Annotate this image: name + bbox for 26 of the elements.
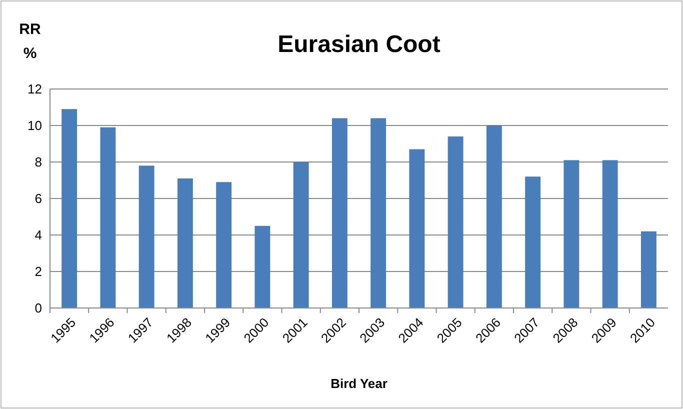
chart-title: Eurasian Coot <box>278 31 440 58</box>
y-tick-label: 6 <box>34 191 42 206</box>
bar <box>602 160 618 308</box>
bar <box>177 178 193 308</box>
y-tick-label: 12 <box>28 82 42 97</box>
y-tick-label: 2 <box>34 264 42 280</box>
bar <box>216 182 232 308</box>
y-axis-title: RR % <box>19 21 41 62</box>
bar <box>254 226 270 308</box>
bar <box>564 160 580 308</box>
y-tick-label: 0 <box>34 300 42 316</box>
bar <box>138 166 154 308</box>
y-tick-label: 4 <box>34 228 42 243</box>
bar <box>409 149 425 308</box>
bar <box>486 126 502 308</box>
bar <box>293 162 309 308</box>
y-tick-label: 10 <box>28 118 42 134</box>
bar <box>525 176 541 308</box>
y-tick-label: 8 <box>34 154 42 170</box>
bar <box>332 118 348 308</box>
bar <box>100 127 116 308</box>
bar <box>448 136 464 308</box>
x-axis-title: Bird Year <box>330 376 388 391</box>
bar <box>370 118 386 308</box>
bar <box>640 231 656 308</box>
bar <box>62 109 78 308</box>
